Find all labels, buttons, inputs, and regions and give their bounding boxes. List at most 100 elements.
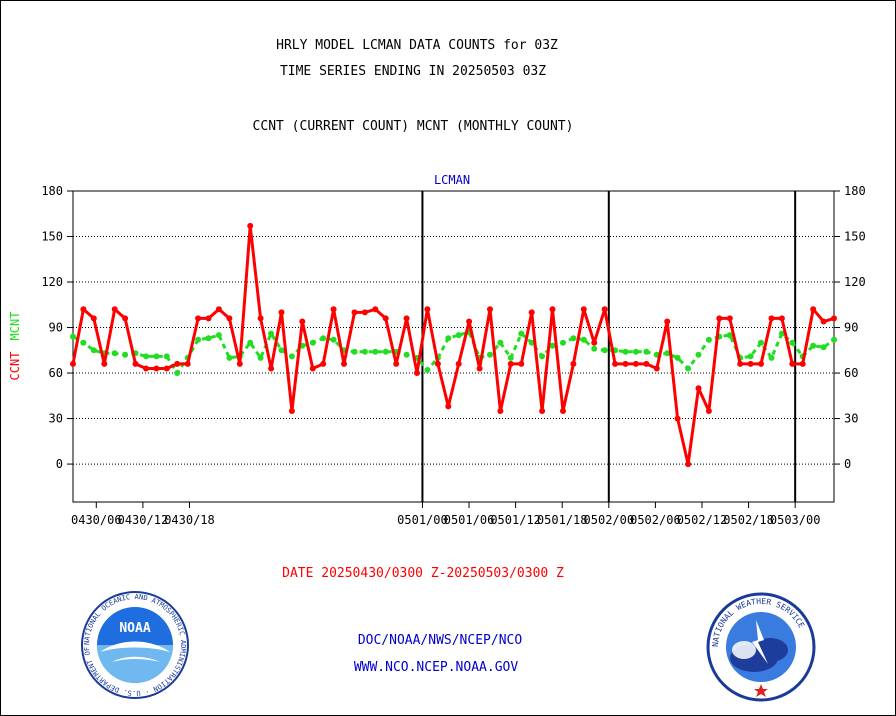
mcnt-point bbox=[455, 332, 462, 339]
ccnt-point bbox=[101, 360, 108, 367]
mcnt-point bbox=[726, 332, 733, 339]
mcnt-point bbox=[372, 348, 379, 355]
ccnt-point bbox=[372, 306, 379, 313]
ccnt-point bbox=[810, 306, 817, 313]
mcnt-point bbox=[309, 339, 316, 346]
ccnt-point bbox=[403, 315, 410, 322]
ccnt-point bbox=[570, 360, 577, 367]
ccnt-point bbox=[330, 306, 337, 313]
x-tick-label: 0502/00 bbox=[584, 513, 635, 527]
ccnt-point bbox=[643, 360, 650, 367]
ccnt-point bbox=[257, 315, 264, 322]
mcnt-point bbox=[518, 330, 525, 337]
mcnt-point bbox=[288, 353, 295, 360]
mcnt-point bbox=[580, 336, 587, 343]
ccnt-point bbox=[205, 315, 212, 322]
mcnt-point bbox=[215, 332, 222, 339]
ccnt-point bbox=[560, 408, 566, 414]
ccnt-point bbox=[226, 315, 233, 322]
ccnt-point bbox=[132, 360, 139, 367]
plot-area-border bbox=[72, 190, 835, 503]
mcnt-point bbox=[632, 348, 639, 355]
ccnt-point bbox=[268, 365, 275, 372]
ccnt-point bbox=[549, 306, 556, 313]
mcnt-point bbox=[560, 339, 566, 346]
ccnt-point bbox=[622, 360, 629, 367]
y-tick-label-right: 120 bbox=[844, 275, 866, 289]
x-tick-label: 0501/12 bbox=[490, 513, 541, 527]
mcnt-point bbox=[539, 353, 546, 360]
noaa-logo-text: NOAA bbox=[119, 621, 150, 636]
ccnt-point bbox=[539, 408, 546, 414]
chart-title-line2: TIME SERIES ENDING IN 20250503 03Z bbox=[279, 64, 547, 79]
ccnt-point bbox=[153, 365, 160, 372]
ccnt-point bbox=[705, 408, 712, 414]
mcnt-point bbox=[622, 348, 629, 355]
mcnt-point bbox=[70, 333, 76, 340]
ccnt-point bbox=[601, 306, 608, 313]
mcnt-point bbox=[789, 339, 796, 346]
x-tick-label: 0501/18 bbox=[537, 513, 588, 527]
mcnt-point bbox=[424, 367, 431, 373]
ccnt-point bbox=[664, 318, 671, 325]
mcnt-point bbox=[685, 365, 692, 372]
ccnt-point bbox=[215, 306, 222, 313]
mcnt-point bbox=[268, 330, 275, 337]
y-tick-label-right: 30 bbox=[844, 412, 858, 426]
mcnt-point bbox=[778, 330, 785, 337]
ccnt-point bbox=[580, 306, 587, 313]
nws-logo: NATIONAL WEATHER SERVICE bbox=[706, 592, 816, 702]
y-tick-label-left: 180 bbox=[41, 184, 63, 198]
ccnt-point bbox=[466, 318, 473, 325]
ccnt-series bbox=[70, 222, 837, 468]
mcnt-point bbox=[278, 347, 285, 354]
ccnt-line bbox=[71, 224, 835, 466]
mcnt-point bbox=[403, 351, 410, 358]
ccnt-point bbox=[487, 306, 493, 313]
ccnt-point bbox=[726, 315, 733, 322]
mcnt-point bbox=[153, 353, 160, 360]
ccnt-point bbox=[789, 360, 796, 367]
mcnt-point bbox=[705, 336, 712, 343]
ccnt-point bbox=[653, 365, 660, 372]
ccnt-point bbox=[111, 306, 118, 313]
y-axis-right: 0 30 60 90 120 150 180 bbox=[834, 184, 866, 471]
y-tick-label-left: 150 bbox=[41, 230, 63, 244]
ccnt-point bbox=[184, 360, 191, 367]
ccnt-point bbox=[163, 365, 170, 372]
ccnt-point bbox=[288, 408, 295, 414]
mcnt-series bbox=[70, 329, 837, 376]
mcnt-point bbox=[247, 339, 254, 346]
ccnt-point bbox=[768, 315, 775, 322]
x-tick-label: 0502/18 bbox=[723, 513, 774, 527]
ccnt-point bbox=[632, 360, 639, 367]
url-link[interactable]: WWW.NCO.NCEP.NOAA.GOV bbox=[353, 660, 519, 675]
ccnt-point bbox=[174, 360, 181, 367]
ccnt-point bbox=[528, 309, 535, 316]
mcnt-point bbox=[174, 370, 181, 376]
y-axis-left: 0 30 60 90 120 150 180 bbox=[41, 184, 73, 471]
x-tick-label: 0502/12 bbox=[677, 513, 728, 527]
gridlines bbox=[73, 236, 834, 465]
ccnt-point bbox=[320, 360, 327, 367]
mcnt-point bbox=[487, 351, 493, 358]
mcnt-point bbox=[80, 339, 87, 346]
ccnt-point bbox=[799, 360, 806, 367]
ccnt-point bbox=[70, 360, 76, 367]
ccnt-point bbox=[247, 222, 254, 229]
x-tick-label: 0503/00 bbox=[770, 513, 821, 527]
mcnt-point bbox=[111, 350, 118, 357]
ccnt-point bbox=[361, 309, 368, 316]
mcnt-point bbox=[330, 336, 337, 343]
mcnt-point bbox=[257, 354, 264, 361]
y-tick-label-left: 120 bbox=[41, 275, 63, 289]
ccnt-point bbox=[80, 306, 87, 313]
y-tick-label-left: 60 bbox=[49, 366, 63, 380]
ccnt-point bbox=[591, 339, 598, 346]
y-label-ccnt: CCNT bbox=[8, 352, 22, 381]
ccnt-point bbox=[351, 309, 358, 316]
mcnt-point bbox=[674, 354, 681, 361]
x-tick-label: 0501/06 bbox=[444, 513, 495, 527]
y-label-mcnt: MCNT bbox=[8, 312, 22, 341]
